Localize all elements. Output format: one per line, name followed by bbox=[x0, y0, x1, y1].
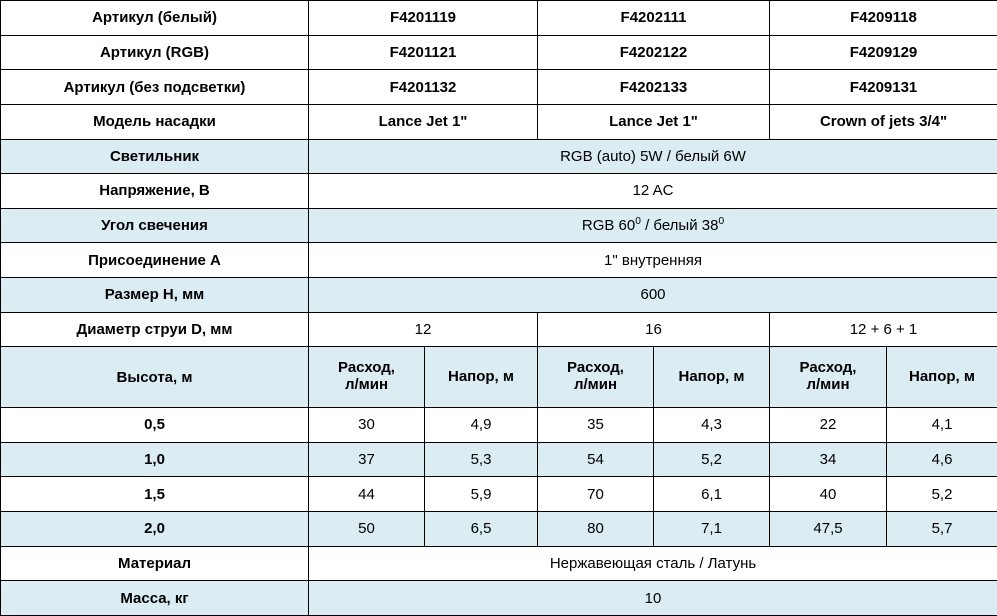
article-number: F4209118 bbox=[768, 0, 997, 36]
flow-value: 34 bbox=[769, 441, 887, 478]
row-label: Материал bbox=[0, 545, 309, 582]
flow-value: 37 bbox=[308, 441, 425, 478]
table-row: Угол свечения RGB 600 / белый 380 bbox=[0, 207, 997, 244]
row-label: Масса, кг bbox=[0, 580, 309, 616]
value-cell: 16 bbox=[537, 311, 770, 348]
head-column-header: Напор, м bbox=[653, 346, 770, 409]
flow-value: 47,5 bbox=[769, 510, 887, 547]
value-cell: 12 AC bbox=[307, 173, 997, 209]
table-row: Масса, кг 10 bbox=[0, 580, 997, 616]
head-value: 7,1 bbox=[653, 510, 770, 547]
flow-value: 40 bbox=[769, 476, 887, 512]
flow-value: 30 bbox=[308, 407, 425, 443]
value-cell: 600 bbox=[307, 277, 997, 313]
flow-value: 50 bbox=[308, 510, 425, 547]
flow-column-header: Расход, л/мин bbox=[537, 346, 654, 409]
table-row: Диаметр струи D, мм 12 16 12 + 6 + 1 bbox=[0, 311, 997, 348]
table-row: Модель насадки Lance Jet 1" Lance Jet 1" Cr… bbox=[0, 103, 997, 140]
row-label: Угол свечения bbox=[0, 207, 309, 244]
head-value: 4,3 bbox=[653, 407, 770, 443]
flow-value: 70 bbox=[537, 476, 654, 512]
article-number: F4201132 bbox=[308, 69, 538, 105]
table-row: Размер H, мм 600 bbox=[0, 277, 997, 313]
height-value: 1,5 bbox=[0, 476, 309, 512]
table-row: Напряжение, В 12 AC bbox=[0, 173, 997, 209]
model-name: Lance Jet 1" bbox=[308, 103, 538, 140]
row-label: Присоединение А bbox=[0, 242, 309, 278]
table-row: Материал Нержавеющая сталь / Латунь bbox=[0, 545, 997, 582]
flow-value: 44 bbox=[308, 476, 425, 512]
height-value: 0,5 bbox=[0, 407, 309, 443]
article-number: F4202133 bbox=[537, 69, 770, 105]
value-cell: RGB 600 / белый 380 bbox=[307, 207, 997, 244]
data-row: 1,5 44 5,9 70 6,1 40 5,2 bbox=[0, 476, 997, 512]
article-number: F4202111 bbox=[537, 0, 770, 36]
head-value: 6,5 bbox=[424, 510, 538, 547]
row-label: Диаметр струи D, мм bbox=[0, 311, 309, 348]
value-cell: RGB (auto) 5W / белый 6W bbox=[307, 138, 997, 175]
data-row: 0,5 30 4,9 35 4,3 22 4,1 bbox=[0, 407, 997, 443]
row-label: Артикул (белый) bbox=[0, 0, 309, 36]
value-cell: 10 bbox=[307, 580, 997, 616]
flow-column-header: Расход, л/мин bbox=[769, 346, 887, 409]
row-label: Размер H, мм bbox=[0, 277, 309, 313]
row-label: Артикул (RGB) bbox=[0, 34, 309, 71]
height-value: 1,0 bbox=[0, 441, 309, 478]
value-cell: Нержавеющая сталь / Латунь bbox=[307, 545, 997, 582]
head-value: 5,2 bbox=[885, 476, 997, 512]
head-value: 6,1 bbox=[653, 476, 770, 512]
flow-value: 35 bbox=[537, 407, 654, 443]
head-value: 5,7 bbox=[885, 510, 997, 547]
model-name: Lance Jet 1" bbox=[537, 103, 770, 140]
flow-column-header: Расход, л/мин bbox=[308, 346, 425, 409]
article-number: F4202122 bbox=[537, 34, 770, 71]
data-row: 1,0 37 5,3 54 5,2 34 4,6 bbox=[0, 441, 997, 478]
value-cell: 1" внутренняя bbox=[307, 242, 997, 278]
value-cell: 12 + 6 + 1 bbox=[768, 311, 997, 348]
head-value: 4,1 bbox=[885, 407, 997, 443]
model-name: Crown of jets 3/4" bbox=[768, 103, 997, 140]
height-column-header: Высота, м bbox=[0, 346, 309, 409]
table-row: Артикул (без подсветки) F4201132 F4202133 F… bbox=[0, 69, 997, 105]
data-header-row: Высота, м Расход, л/мин Напор, м Расход, л/ми… bbox=[0, 346, 997, 409]
value-cell: 12 bbox=[308, 311, 538, 348]
head-column-header: Напор, м bbox=[885, 346, 997, 409]
data-row: 2,0 50 6,5 80 7,1 47,5 5,7 bbox=[0, 510, 997, 547]
head-value: 5,3 bbox=[424, 441, 538, 478]
head-value: 4,6 bbox=[885, 441, 997, 478]
table-row: Присоединение А 1" внутренняя bbox=[0, 242, 997, 278]
flow-value: 22 bbox=[769, 407, 887, 443]
table-row: Артикул (RGB) F4201121 F4202122 F4209129 bbox=[0, 34, 997, 71]
table-row: Артикул (белый) F4201119 F4202111 F4209118 bbox=[0, 0, 997, 36]
table-row: Светильник RGB (auto) 5W / белый 6W bbox=[0, 138, 997, 175]
row-label: Напряжение, В bbox=[0, 173, 309, 209]
flow-value: 54 bbox=[537, 441, 654, 478]
head-value: 4,9 bbox=[424, 407, 538, 443]
head-value: 5,9 bbox=[424, 476, 538, 512]
article-number: F4209129 bbox=[768, 34, 997, 71]
article-number: F4201119 bbox=[308, 0, 538, 36]
flow-value: 80 bbox=[537, 510, 654, 547]
head-value: 5,2 bbox=[653, 441, 770, 478]
height-value: 2,0 bbox=[0, 510, 309, 547]
row-label: Светильник bbox=[0, 138, 309, 175]
article-number: F4209131 bbox=[768, 69, 997, 105]
article-number: F4201121 bbox=[308, 34, 538, 71]
row-label: Модель насадки bbox=[0, 103, 309, 140]
row-label: Артикул (без подсветки) bbox=[0, 69, 309, 105]
head-column-header: Напор, м bbox=[424, 346, 538, 409]
